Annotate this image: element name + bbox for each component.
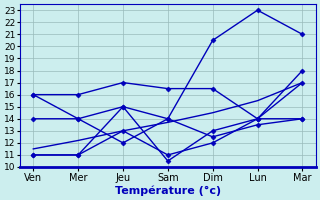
X-axis label: Température (°c): Température (°c) xyxy=(115,185,221,196)
